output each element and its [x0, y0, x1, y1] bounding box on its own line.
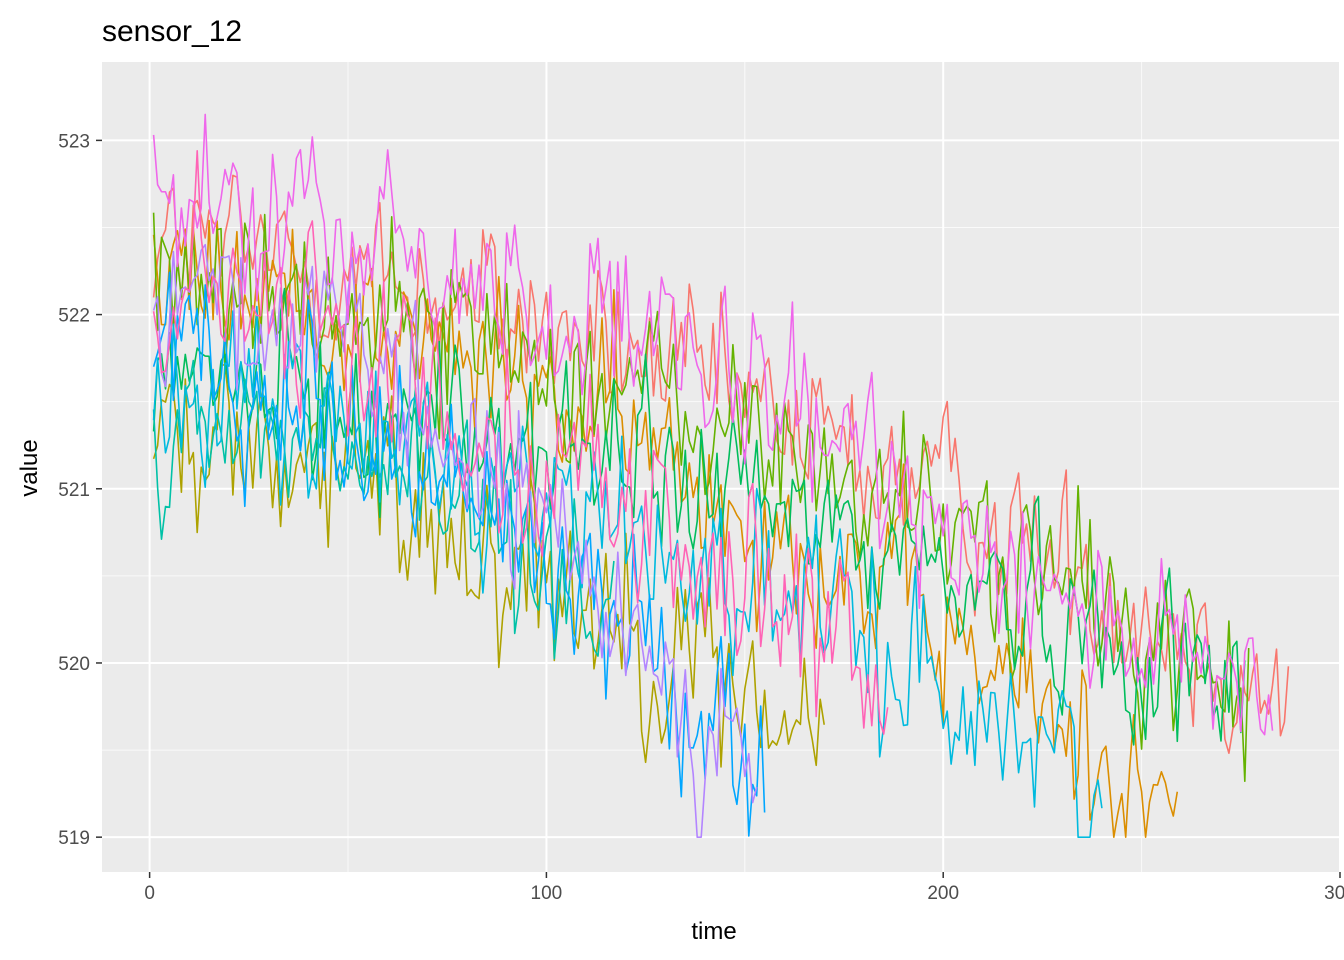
y-axis-label: value — [16, 439, 43, 496]
series-line — [152, 113, 1274, 736]
series-line — [152, 150, 889, 735]
series-line — [152, 305, 1103, 839]
x-tick-label: 200 — [927, 883, 959, 904]
chart-title: sensor_12 — [102, 15, 242, 48]
series-line — [152, 287, 1246, 746]
series-line — [152, 219, 1179, 839]
y-tick-label: 522 — [58, 306, 90, 327]
y-tick-label: 521 — [58, 480, 90, 501]
series-line — [152, 243, 758, 839]
y-tick-label: 520 — [58, 654, 90, 675]
y-tick-label: 523 — [58, 131, 90, 152]
series-line — [152, 359, 615, 660]
x-tick-label: 100 — [531, 883, 563, 904]
x-axis-label: time — [691, 918, 736, 945]
x-axis: 0 100 200 300 — [144, 872, 1344, 904]
x-tick-label: 300 — [1324, 883, 1344, 904]
y-axis: 519 520 521 522 523 — [58, 131, 102, 849]
x-tick-label: 0 — [144, 883, 155, 904]
series-group — [152, 113, 1290, 839]
y-tick-label: 519 — [58, 828, 90, 849]
